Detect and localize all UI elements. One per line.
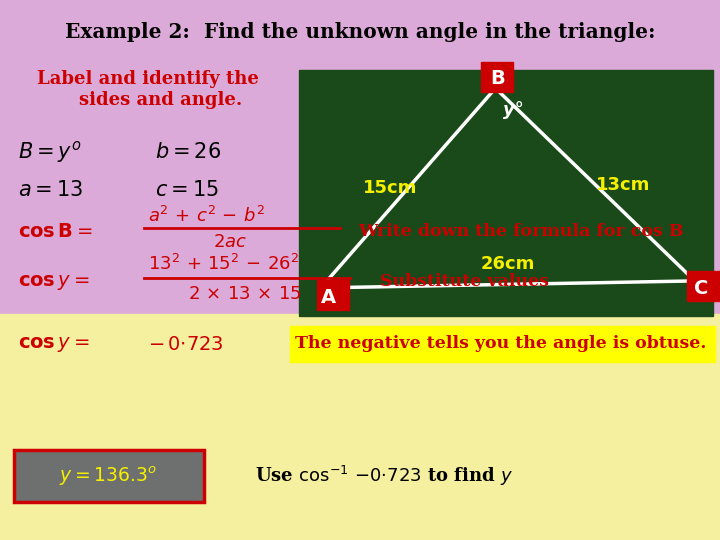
Text: C: C xyxy=(693,279,708,299)
Text: $b = 26$: $b = 26$ xyxy=(155,142,221,162)
Text: $a^2\, +\, c^2\,-\, b^2$: $a^2\, +\, c^2\,-\, b^2$ xyxy=(148,206,265,226)
Text: $y = 136.3^o$: $y = 136.3^o$ xyxy=(59,464,157,488)
Text: $-\,0{\cdot}723$: $-\,0{\cdot}723$ xyxy=(148,336,224,354)
Text: $a = 13$: $a = 13$ xyxy=(18,180,84,200)
Text: $\mathbf{cos\,}y =$: $\mathbf{cos\,}y =$ xyxy=(18,335,89,354)
Text: Example 2:  Find the unknown angle in the triangle:: Example 2: Find the unknown angle in the… xyxy=(65,22,655,42)
Text: A: A xyxy=(321,288,336,307)
Bar xyxy=(14,450,204,502)
Text: $\mathbf{cos\,B} =$: $\mathbf{cos\,B} =$ xyxy=(18,223,93,241)
Text: B: B xyxy=(490,69,505,87)
Text: $2ac$: $2ac$ xyxy=(213,233,247,251)
Text: $13^2\,+\,15^2\,-\,26^2$: $13^2\,+\,15^2\,-\,26^2$ xyxy=(148,254,299,274)
Text: y°: y° xyxy=(503,101,524,119)
Bar xyxy=(14,450,204,502)
Bar xyxy=(687,271,720,301)
Bar xyxy=(290,326,715,362)
Bar xyxy=(0,0,720,314)
Text: $B = y^o$: $B = y^o$ xyxy=(18,139,81,165)
Text: Substitute values: Substitute values xyxy=(380,273,549,291)
Bar xyxy=(482,62,513,92)
Text: Use $\mathrm{cos}^{-1}$ $-0{\cdot}723$ to find $y$: Use $\mathrm{cos}^{-1}$ $-0{\cdot}723$ t… xyxy=(255,464,513,488)
Text: The negative tells you the angle is obtuse.: The negative tells you the angle is obtu… xyxy=(295,335,706,353)
Text: 15cm: 15cm xyxy=(363,179,418,197)
Bar xyxy=(0,314,720,540)
Text: $\mathbf{cos\,}y =$: $\mathbf{cos\,}y =$ xyxy=(18,273,89,292)
Text: 26cm: 26cm xyxy=(481,255,535,273)
Text: $c = 15$: $c = 15$ xyxy=(155,180,219,200)
Text: $2\,\times\,13\,\times\,15$: $2\,\times\,13\,\times\,15$ xyxy=(188,285,302,303)
Bar xyxy=(317,280,348,310)
Text: Write down the formula for cos B: Write down the formula for cos B xyxy=(358,224,683,240)
Text: Label and identify the
    sides and angle.: Label and identify the sides and angle. xyxy=(37,70,259,109)
Text: 13cm: 13cm xyxy=(596,176,650,193)
Bar xyxy=(299,70,713,316)
